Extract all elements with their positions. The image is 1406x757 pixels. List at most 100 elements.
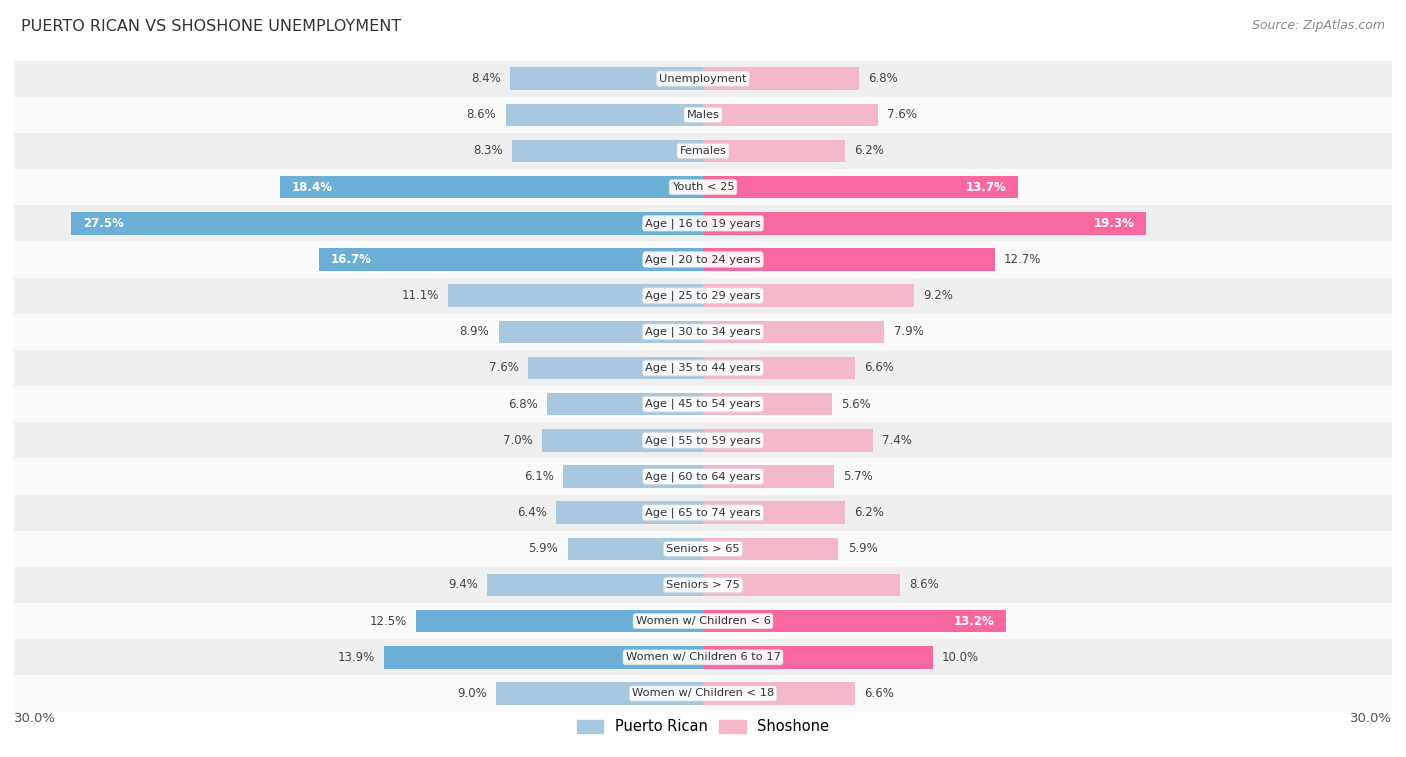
Text: 8.6%: 8.6% xyxy=(910,578,939,591)
Text: 5.9%: 5.9% xyxy=(529,542,558,556)
Bar xyxy=(319,248,703,271)
Text: 9.4%: 9.4% xyxy=(449,578,478,591)
Text: Age | 45 to 54 years: Age | 45 to 54 years xyxy=(645,399,761,410)
Bar xyxy=(499,321,703,343)
Text: 30.0%: 30.0% xyxy=(1350,712,1392,724)
Text: Youth < 25: Youth < 25 xyxy=(672,182,734,192)
Text: Age | 60 to 64 years: Age | 60 to 64 years xyxy=(645,472,761,481)
Text: Unemployment: Unemployment xyxy=(659,73,747,83)
Bar xyxy=(703,140,845,162)
Bar xyxy=(14,639,1392,675)
Bar xyxy=(416,610,703,632)
Text: Seniors > 75: Seniors > 75 xyxy=(666,580,740,590)
Text: 10.0%: 10.0% xyxy=(942,651,979,664)
Bar xyxy=(510,67,703,90)
Text: 8.9%: 8.9% xyxy=(460,326,489,338)
Bar xyxy=(14,205,1392,241)
Bar xyxy=(14,459,1392,494)
Text: 13.2%: 13.2% xyxy=(953,615,994,628)
Bar xyxy=(703,176,1018,198)
Text: Source: ZipAtlas.com: Source: ZipAtlas.com xyxy=(1251,19,1385,32)
Bar xyxy=(703,357,855,379)
Text: 6.8%: 6.8% xyxy=(869,72,898,85)
Text: 8.4%: 8.4% xyxy=(471,72,501,85)
Bar xyxy=(496,682,703,705)
Bar xyxy=(14,61,1392,97)
Bar xyxy=(703,537,838,560)
Bar xyxy=(562,466,703,488)
Bar xyxy=(14,531,1392,567)
Text: 6.4%: 6.4% xyxy=(517,506,547,519)
Text: Age | 16 to 19 years: Age | 16 to 19 years xyxy=(645,218,761,229)
Bar xyxy=(703,429,873,451)
Bar xyxy=(14,494,1392,531)
Bar xyxy=(14,313,1392,350)
Bar xyxy=(14,567,1392,603)
Bar xyxy=(543,429,703,451)
Text: 6.6%: 6.6% xyxy=(863,687,894,700)
Text: 13.7%: 13.7% xyxy=(966,181,1007,194)
Bar xyxy=(14,278,1392,313)
Text: Age | 65 to 74 years: Age | 65 to 74 years xyxy=(645,507,761,518)
Legend: Puerto Rican, Shoshone: Puerto Rican, Shoshone xyxy=(571,713,835,740)
Text: 30.0%: 30.0% xyxy=(14,712,56,724)
Bar xyxy=(555,501,703,524)
Text: 7.4%: 7.4% xyxy=(882,434,912,447)
Text: 5.9%: 5.9% xyxy=(848,542,877,556)
Bar xyxy=(14,386,1392,422)
Text: PUERTO RICAN VS SHOSHONE UNEMPLOYMENT: PUERTO RICAN VS SHOSHONE UNEMPLOYMENT xyxy=(21,19,401,34)
Bar xyxy=(703,104,877,126)
Bar xyxy=(703,501,845,524)
Bar xyxy=(14,169,1392,205)
Text: 7.6%: 7.6% xyxy=(489,362,519,375)
Text: Males: Males xyxy=(686,110,720,120)
Text: Age | 55 to 59 years: Age | 55 to 59 years xyxy=(645,435,761,446)
Text: 5.6%: 5.6% xyxy=(841,397,870,410)
Text: 6.1%: 6.1% xyxy=(524,470,554,483)
Bar xyxy=(14,133,1392,169)
Bar xyxy=(703,393,831,416)
Bar xyxy=(486,574,703,597)
Text: Age | 20 to 24 years: Age | 20 to 24 years xyxy=(645,254,761,265)
Text: 13.9%: 13.9% xyxy=(337,651,374,664)
Text: 12.5%: 12.5% xyxy=(370,615,406,628)
Bar xyxy=(14,350,1392,386)
Bar xyxy=(280,176,703,198)
Bar xyxy=(703,610,1007,632)
Text: 27.5%: 27.5% xyxy=(83,217,124,230)
Bar xyxy=(703,212,1146,235)
Bar xyxy=(512,140,703,162)
Bar xyxy=(703,67,859,90)
Text: Age | 25 to 29 years: Age | 25 to 29 years xyxy=(645,291,761,301)
Bar xyxy=(506,104,703,126)
Bar xyxy=(14,422,1392,459)
Bar xyxy=(703,321,884,343)
Bar xyxy=(14,97,1392,133)
Text: 6.8%: 6.8% xyxy=(508,397,537,410)
Bar xyxy=(547,393,703,416)
Text: 5.7%: 5.7% xyxy=(844,470,873,483)
Bar xyxy=(703,466,834,488)
Text: 9.2%: 9.2% xyxy=(924,289,953,302)
Text: 8.6%: 8.6% xyxy=(467,108,496,121)
Text: 7.9%: 7.9% xyxy=(894,326,924,338)
Text: 12.7%: 12.7% xyxy=(1004,253,1042,266)
Bar xyxy=(703,285,914,307)
Text: 8.3%: 8.3% xyxy=(474,145,503,157)
Bar xyxy=(72,212,703,235)
Text: 11.1%: 11.1% xyxy=(402,289,439,302)
Bar xyxy=(703,574,900,597)
Bar xyxy=(14,675,1392,712)
Bar xyxy=(14,603,1392,639)
Bar xyxy=(384,646,703,668)
Text: 7.6%: 7.6% xyxy=(887,108,917,121)
Bar xyxy=(703,248,994,271)
Text: 6.2%: 6.2% xyxy=(855,145,884,157)
Bar xyxy=(529,357,703,379)
Text: Women w/ Children 6 to 17: Women w/ Children 6 to 17 xyxy=(626,653,780,662)
Bar xyxy=(703,682,855,705)
Text: 6.6%: 6.6% xyxy=(863,362,894,375)
Text: 9.0%: 9.0% xyxy=(457,687,486,700)
Bar xyxy=(449,285,703,307)
Bar xyxy=(14,241,1392,278)
